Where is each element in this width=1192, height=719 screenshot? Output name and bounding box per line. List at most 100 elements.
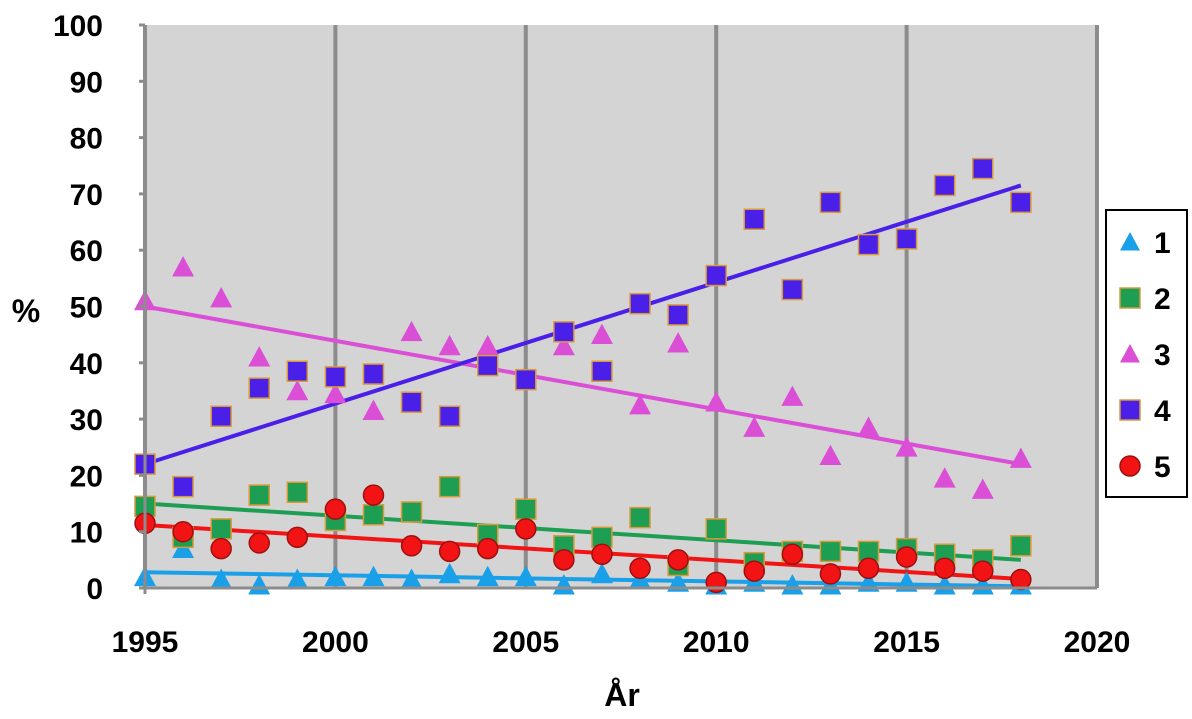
point-series-2-2010 xyxy=(705,518,727,540)
x-tick-label-2000: 2000 xyxy=(302,626,369,659)
point-series-3-2008 xyxy=(629,394,652,415)
point-series-5-2001 xyxy=(362,484,385,506)
legend-label-2: 2 xyxy=(1154,283,1171,316)
point-series-2-2002 xyxy=(400,501,423,523)
point-series-3-2006 xyxy=(552,334,575,356)
point-series-4-2018 xyxy=(1010,191,1032,214)
point-series-2-2003 xyxy=(438,475,461,498)
point-series-5-2016 xyxy=(933,557,956,580)
y-tick-label-20: 20 xyxy=(70,460,103,493)
legend-label-5: 5 xyxy=(1154,451,1171,484)
point-series-3-2011 xyxy=(743,416,766,437)
legend-item-4: 4 xyxy=(1119,395,1171,428)
x-axis-label: År xyxy=(604,677,640,713)
point-series-1-1999 xyxy=(286,568,309,589)
x-tick-label-1995: 1995 xyxy=(112,626,179,659)
point-series-2-1999 xyxy=(286,481,309,504)
point-series-5-2000 xyxy=(324,498,347,520)
point-series-3-2009 xyxy=(667,332,690,353)
legend-item-1: 1 xyxy=(1120,227,1171,260)
point-series-3-2013 xyxy=(819,444,842,466)
x-tick-label-2010: 2010 xyxy=(683,626,750,659)
point-series-3-2001 xyxy=(362,399,385,421)
point-series-5-2011 xyxy=(743,560,766,582)
y-tick-label-50: 50 xyxy=(70,292,103,325)
point-series-5-1999 xyxy=(286,526,309,549)
point-series-3-1996 xyxy=(172,256,195,277)
point-series-5-1998 xyxy=(248,532,270,554)
series-4 xyxy=(134,157,1032,498)
legend: 1 2 3 4 5 xyxy=(1105,209,1188,498)
point-series-4-2012 xyxy=(781,278,804,301)
point-series-3-2012 xyxy=(781,385,804,406)
point-series-1-2004 xyxy=(476,565,499,587)
point-series-4-2011 xyxy=(743,208,766,230)
point-series-5-2004 xyxy=(476,537,499,560)
point-series-3-2018 xyxy=(1009,447,1032,468)
point-series-4-2010 xyxy=(705,264,727,287)
axes xyxy=(139,23,1097,594)
legend-label-4: 4 xyxy=(1154,395,1171,428)
point-series-5-2018 xyxy=(1010,568,1032,591)
point-series-5-2007 xyxy=(591,543,613,565)
point-series-4-2014 xyxy=(857,233,880,256)
point-series-3-2003 xyxy=(438,334,461,356)
point-series-1-2001 xyxy=(362,565,385,587)
trend-line-4 xyxy=(144,183,1022,467)
point-series-5-2013 xyxy=(819,563,842,585)
y-tick-label-90: 90 xyxy=(70,66,103,99)
point-series-3-1997 xyxy=(210,287,233,308)
point-series-3-2015 xyxy=(895,436,918,457)
point-series-2-2008 xyxy=(629,506,651,529)
y-tick-label-70: 70 xyxy=(70,179,103,212)
point-series-5-2006 xyxy=(553,549,575,571)
x-tick-label-2020: 2020 xyxy=(1064,626,1131,659)
legend-label-3: 3 xyxy=(1154,339,1171,372)
point-series-4-2003 xyxy=(438,405,461,428)
point-series-3-2004 xyxy=(476,334,499,356)
y-tick-label-80: 80 xyxy=(70,123,103,156)
point-series-4-2016 xyxy=(933,174,956,197)
point-series-5-2015 xyxy=(895,546,918,568)
legend-item-2: 2 xyxy=(1119,283,1171,316)
point-series-2-1997 xyxy=(210,518,232,540)
point-series-1-2007 xyxy=(590,562,613,584)
point-series-4-1999 xyxy=(286,360,309,382)
legend-marker-4 xyxy=(1119,399,1141,421)
point-series-3-1999 xyxy=(286,379,309,401)
point-series-3-1998 xyxy=(248,346,271,367)
point-series-2-2013 xyxy=(819,540,842,563)
point-series-2-2018 xyxy=(1010,535,1032,557)
point-series-1-2005 xyxy=(514,565,537,587)
point-series-4-1996 xyxy=(172,475,194,498)
legend-marker-1 xyxy=(1120,232,1140,251)
x-tick-label-2015: 2015 xyxy=(873,626,940,659)
legend-box xyxy=(1105,209,1188,498)
point-series-2-2001 xyxy=(362,504,385,526)
legend-item-3: 3 xyxy=(1120,339,1171,372)
point-series-4-2017 xyxy=(972,157,994,180)
point-series-1-2000 xyxy=(324,565,347,587)
point-series-5-2005 xyxy=(515,518,537,540)
trend-line-3 xyxy=(144,304,1022,467)
point-series-1-2002 xyxy=(400,568,423,589)
y-tick-label-10: 10 xyxy=(70,517,103,550)
point-series-4-1997 xyxy=(210,405,232,428)
legend-marker-3 xyxy=(1120,344,1140,363)
legend-marker-5 xyxy=(1119,455,1141,477)
y-tick-label-0: 0 xyxy=(86,573,103,606)
point-series-5-2012 xyxy=(781,543,804,565)
point-series-4-2015 xyxy=(895,228,918,250)
y-tick-label-30: 30 xyxy=(70,404,103,437)
point-series-4-2005 xyxy=(515,368,537,391)
series-3 xyxy=(134,256,1032,499)
tick-labels: 0 10 20 30 40 50 60 70 80 90 100 1995 2000 2005 2010 20… xyxy=(53,10,1130,659)
point-series-4-2008 xyxy=(629,292,651,315)
point-series-2-2005 xyxy=(515,498,537,520)
point-series-1-1997 xyxy=(210,568,233,589)
point-series-4-2009 xyxy=(667,304,689,326)
y-tick-label-40: 40 xyxy=(70,348,103,381)
point-series-5-2003 xyxy=(438,540,461,563)
legend-marker-2 xyxy=(1119,287,1141,309)
point-series-5-2014 xyxy=(857,557,880,580)
